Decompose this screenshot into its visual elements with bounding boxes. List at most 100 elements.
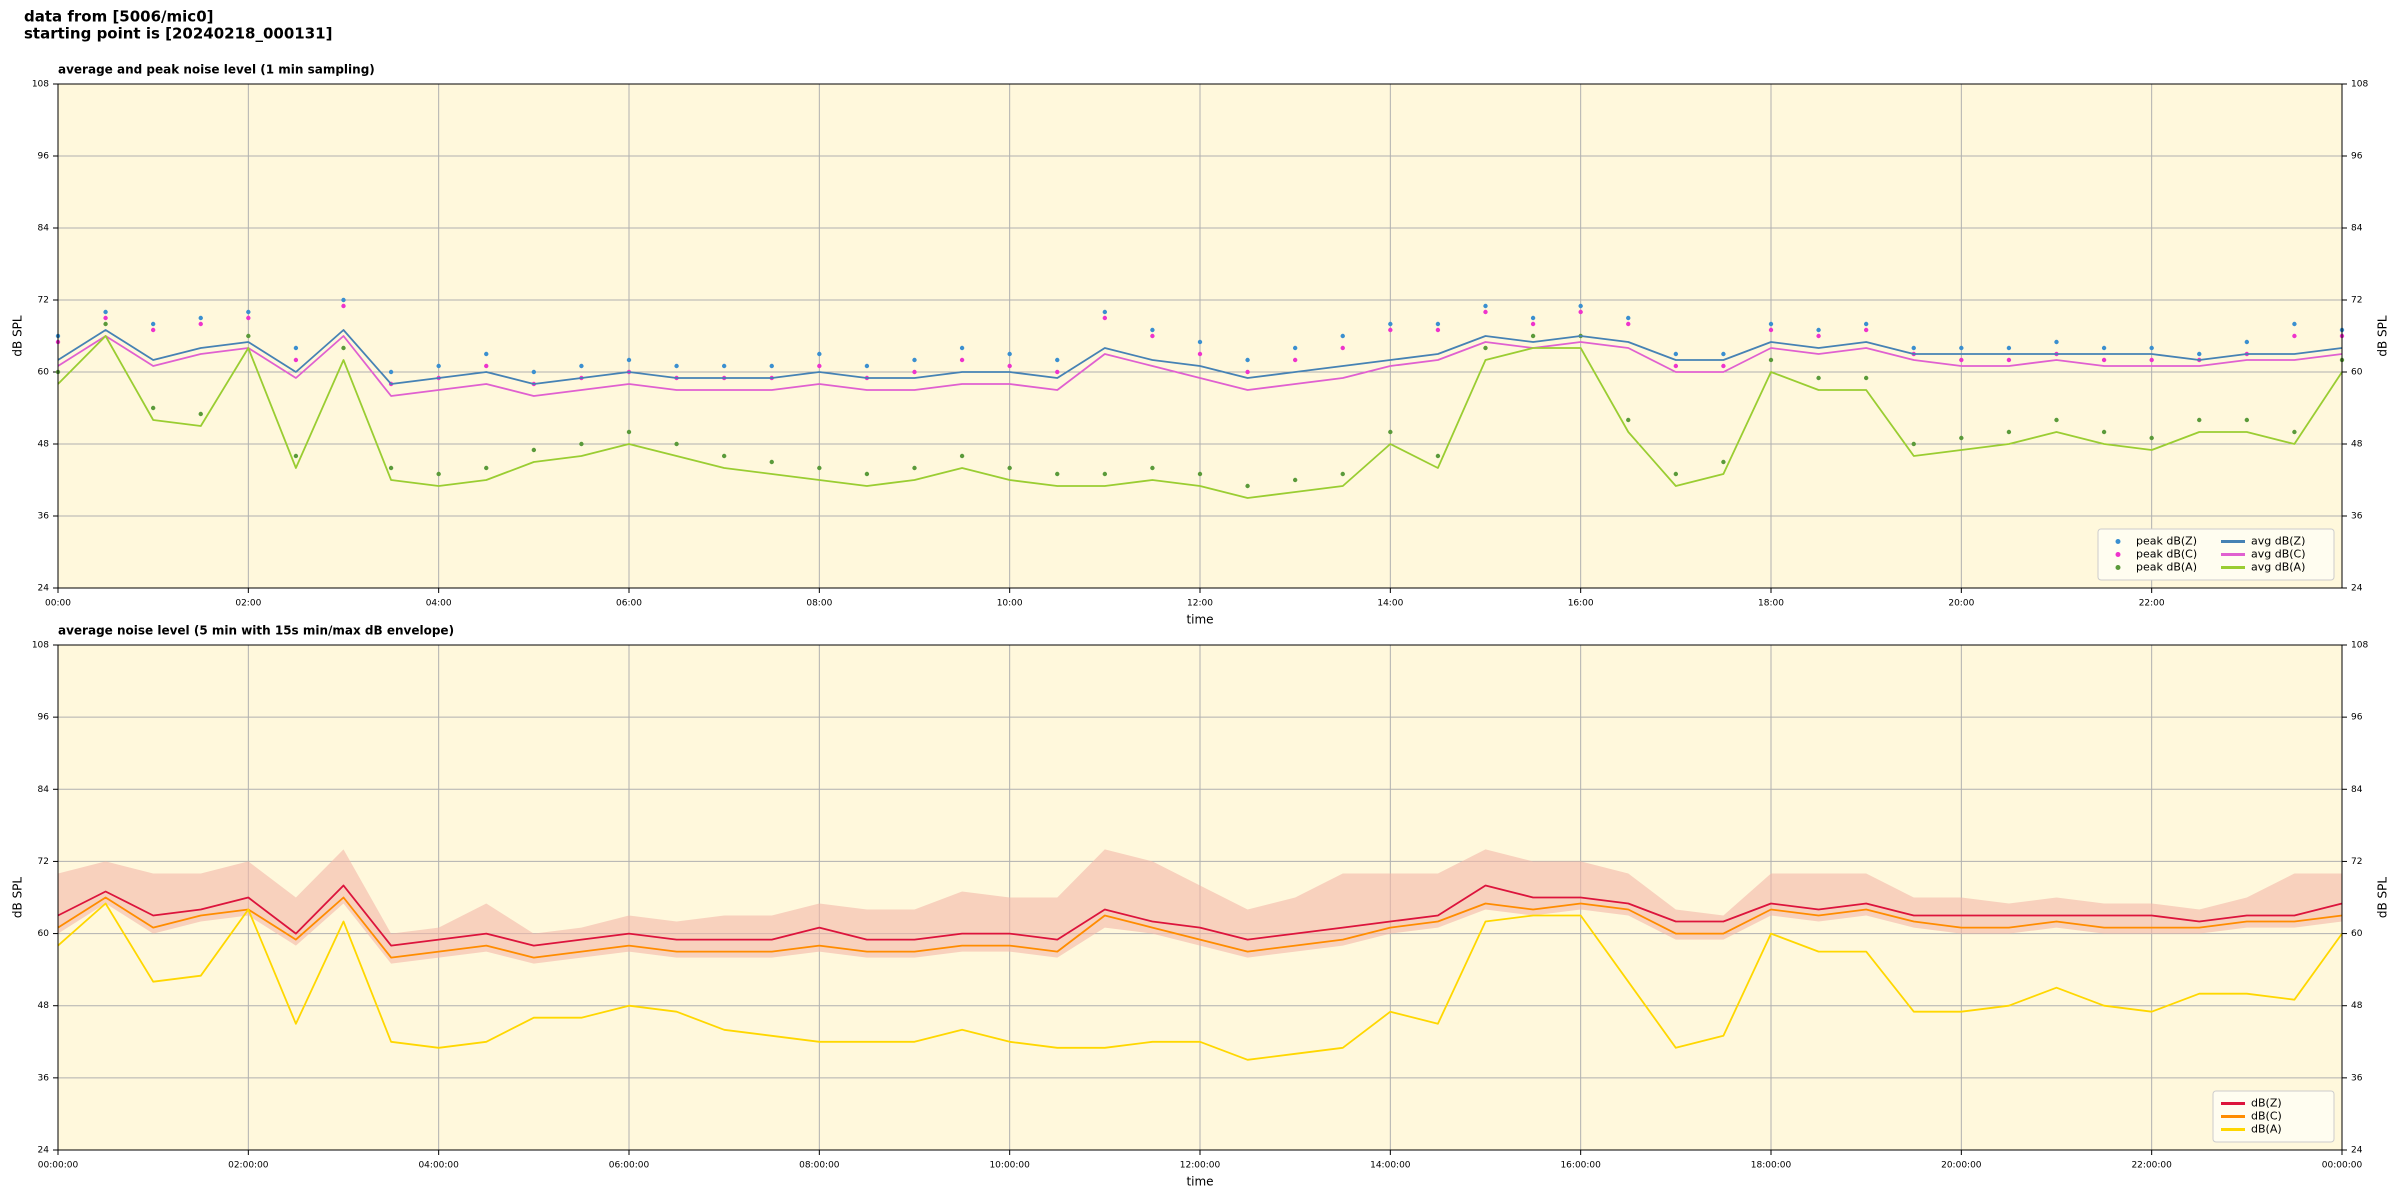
y-tick-label: 24 — [38, 1146, 50, 1156]
peak-point — [1388, 327, 1393, 333]
peak-point — [1340, 471, 1345, 477]
peak-point — [1530, 315, 1536, 321]
peak-point — [1007, 363, 1012, 369]
peak-point — [1197, 339, 1203, 345]
peak-point — [2101, 429, 2107, 435]
peak-point — [1245, 369, 1250, 375]
peak-point — [1530, 321, 1536, 327]
x-tick-label: 20:00:00 — [1941, 1161, 1982, 1171]
peak-point — [246, 309, 251, 315]
x-tick-label: 12:00:00 — [1180, 1161, 1221, 1171]
y-tick-label: 96 — [2351, 713, 2363, 723]
peak-point — [1578, 303, 1583, 309]
x-tick-label: 00:00:00 — [38, 1161, 79, 1171]
peak-point — [959, 345, 965, 351]
peak-point — [1768, 357, 1774, 363]
peak-point — [2197, 417, 2202, 423]
y-tick-label: 60 — [38, 929, 50, 939]
peak-point — [531, 369, 537, 375]
peak-point — [1388, 321, 1393, 327]
peak-point — [484, 363, 489, 369]
peak-point — [1245, 483, 1250, 489]
peak-point — [1388, 429, 1393, 435]
peak-point — [1911, 345, 1916, 351]
x-tick-label: 04:00:00 — [418, 1161, 459, 1171]
peak-point — [388, 465, 394, 471]
peak-point — [1721, 363, 1726, 369]
peak-point — [1959, 357, 1964, 363]
chart-title: average and peak noise level (1 min samp… — [58, 63, 375, 77]
peak-point — [150, 405, 156, 411]
peak-point — [959, 357, 965, 363]
series-line — [57, 335, 2343, 397]
plot-frame — [57, 83, 2343, 589]
peak-point — [1292, 345, 1298, 351]
peak-point — [1863, 327, 1869, 333]
peak-point — [1150, 327, 1155, 333]
x-tick-label: 08:00 — [806, 599, 832, 609]
peak-point — [1768, 321, 1774, 327]
x-tick-label: 00:00 — [45, 599, 71, 609]
legend-label: avg dB(A) — [2251, 561, 2305, 574]
y-tick-label: 36 — [38, 512, 50, 522]
peak-point — [484, 465, 489, 471]
peak-point — [1863, 321, 1869, 327]
peak-point — [721, 363, 727, 369]
peak-point — [436, 363, 441, 369]
y-tick-label: 24 — [2351, 584, 2363, 594]
peak-point — [912, 465, 917, 471]
x-tick-label: 22:00:00 — [2131, 1161, 2172, 1171]
peak-point — [246, 333, 251, 339]
x-tick-label: 16:00 — [1568, 599, 1594, 609]
series-line — [57, 335, 2343, 499]
x-axis-label: time — [1186, 613, 1213, 627]
peak-point — [1959, 435, 1964, 441]
x-tick-label: 02:00 — [235, 599, 261, 609]
y-tick-label: 36 — [38, 1073, 50, 1083]
legend-label: peak dB(A) — [2136, 561, 2197, 574]
y-tick-label: 84 — [2351, 224, 2363, 234]
peak-point — [2292, 429, 2297, 435]
legend-label: peak dB(C) — [2136, 548, 2197, 561]
legend-label: dB(C) — [2251, 1110, 2282, 1123]
peak-point — [817, 363, 822, 369]
peak-point — [1150, 465, 1155, 471]
peak-point — [2292, 333, 2297, 339]
peak-point — [2149, 357, 2154, 363]
peak-point — [1007, 351, 1012, 357]
y-tick-label: 48 — [38, 440, 50, 450]
x-tick-label: 04:00 — [426, 599, 452, 609]
x-tick-label: 20:00 — [1948, 599, 1974, 609]
y-tick-label: 24 — [2351, 1146, 2363, 1156]
peak-point — [674, 363, 679, 369]
y-tick-label: 108 — [32, 641, 49, 651]
header-line: data from [5006/mic0] — [24, 8, 214, 26]
x-tick-label: 02:00:00 — [228, 1161, 269, 1171]
x-tick-label: 06:00:00 — [609, 1161, 650, 1171]
legend-label: avg dB(C) — [2251, 548, 2306, 561]
y-axis-label: dB SPL — [2376, 315, 2390, 357]
peak-point — [1483, 309, 1488, 315]
peak-point — [1197, 351, 1203, 357]
peak-point — [579, 363, 584, 369]
y-tick-label: 48 — [2351, 1001, 2363, 1011]
peak-point — [2292, 321, 2297, 327]
legend-label: dB(A) — [2251, 1123, 2282, 1136]
peak-point — [1863, 375, 1869, 381]
peak-point — [1292, 357, 1298, 363]
peak-point — [246, 315, 251, 321]
x-tick-label: 14:00:00 — [1370, 1161, 1411, 1171]
legend-marker — [2115, 565, 2121, 570]
series-line — [57, 329, 2343, 385]
legend-label: avg dB(Z) — [2251, 535, 2305, 548]
series-line — [57, 896, 2343, 959]
x-tick-label: 14:00 — [1377, 599, 1403, 609]
peak-point — [864, 363, 870, 369]
peak-point — [1435, 453, 1441, 459]
x-axis-label: time — [1186, 1175, 1213, 1189]
plot-frame — [57, 644, 2343, 1151]
peak-point — [198, 321, 203, 327]
y-tick-label: 108 — [32, 80, 49, 90]
peak-point — [1816, 375, 1821, 381]
y-tick-label: 96 — [38, 713, 50, 723]
